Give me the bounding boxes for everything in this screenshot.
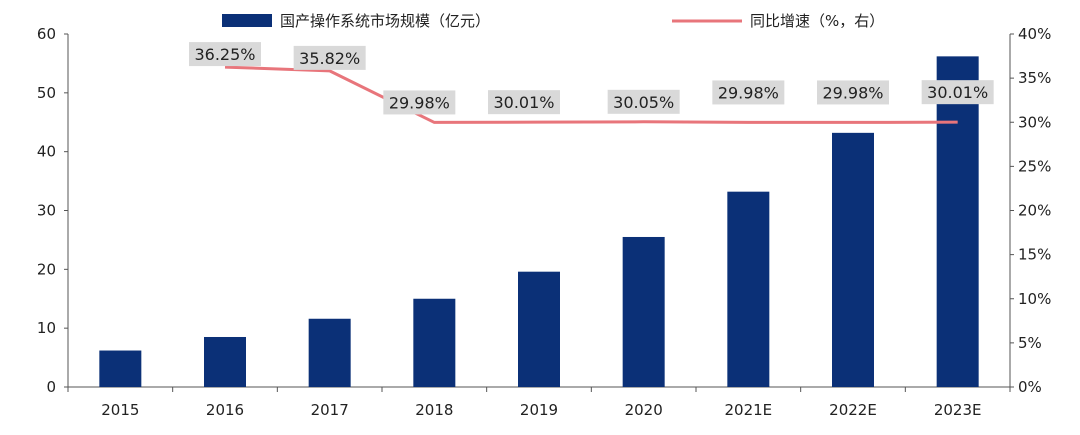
data-label-box: [383, 90, 456, 115]
bar: [518, 271, 560, 387]
data-label-text: 35.82%: [299, 49, 360, 68]
bars: [99, 56, 979, 388]
data-label-box: [817, 80, 889, 105]
axes: 0 10 20 30 40 50 60 0% 5% 10% 15% 20% 25% 30% 35% 40% 20…: [37, 25, 1051, 419]
data-label-text: 30.05%: [613, 93, 674, 112]
data-label: 36.25%: [189, 42, 261, 67]
y-right-tick-label: 5%: [1018, 334, 1042, 352]
y-left-tick-label: 40: [37, 143, 56, 161]
bar: [308, 318, 351, 387]
x-tick-label: 2023E: [934, 401, 982, 419]
data-label-text: 36.25%: [194, 45, 255, 64]
y-left-tick-label: 20: [37, 260, 56, 278]
data-label-text: 29.98%: [389, 93, 450, 112]
y-left-tick-label: 0: [46, 378, 56, 396]
y-right-tick-label: 20%: [1018, 202, 1051, 220]
data-label: 30.01%: [921, 80, 994, 105]
bar: [832, 132, 874, 387]
x-tick-label: 2017: [311, 401, 349, 419]
legend-line-label: 同比增速（%，右）: [750, 12, 884, 30]
y-left-tick-label: 30: [37, 202, 56, 220]
y-right-tick-label: 35%: [1018, 69, 1051, 87]
data-label-text: 30.01%: [927, 83, 988, 102]
bar: [204, 336, 246, 387]
y-right-tick-label: 10%: [1018, 290, 1051, 308]
bar: [99, 350, 142, 387]
y-right-tick-label: 25%: [1018, 157, 1051, 175]
growth-line: [224, 65, 958, 124]
y-left-tick-label: 60: [37, 25, 56, 43]
y-right-tick-label: 40%: [1018, 25, 1051, 43]
legend-bar-swatch: [222, 14, 272, 27]
legend-bar-label: 国产操作系统市场规模（亿元）: [280, 12, 490, 30]
data-label-box: [189, 42, 261, 67]
y-right-tick-label: 15%: [1018, 246, 1051, 264]
data-label-text: 29.98%: [718, 83, 779, 102]
data-label-box: [712, 80, 785, 105]
bar: [936, 56, 979, 388]
y-right-tick-label: 0%: [1018, 378, 1042, 396]
x-tick-label: 2021E: [725, 401, 773, 419]
data-label-box: [488, 90, 560, 115]
data-label: 29.98%: [383, 90, 456, 115]
bar: [622, 236, 665, 387]
y-left-tick-label: 50: [37, 84, 56, 102]
bar: [413, 298, 456, 387]
y-right-tick-label: 30%: [1018, 113, 1051, 131]
data-labels: 36.25% 35.82% 29.98% 30.01% 30.05% 29.98% 29.9…: [189, 42, 994, 115]
data-label-box: [293, 45, 366, 70]
growth-line-path: [224, 65, 958, 124]
data-label: 29.98%: [817, 80, 889, 105]
data-label-box: [921, 80, 994, 105]
bar: [727, 191, 770, 387]
x-tick-label: 2015: [101, 401, 139, 419]
legend: 国产操作系统市场规模（亿元） 同比增速（%，右）: [222, 12, 884, 30]
x-tick-label: 2018: [415, 401, 453, 419]
data-label: 30.01%: [488, 90, 560, 115]
data-label: 30.05%: [607, 89, 680, 114]
data-label-box: [607, 89, 680, 114]
data-label-text: 30.01%: [493, 93, 554, 112]
x-tick-label: 2020: [625, 401, 663, 419]
x-tick-label: 2019: [520, 401, 558, 419]
x-tick-label: 2022E: [829, 401, 877, 419]
data-label-text: 29.98%: [822, 83, 883, 102]
x-tick-label: 2016: [206, 401, 244, 419]
data-label: 29.98%: [712, 80, 785, 105]
data-label: 35.82%: [293, 45, 366, 70]
y-left-tick-label: 10: [37, 319, 56, 337]
